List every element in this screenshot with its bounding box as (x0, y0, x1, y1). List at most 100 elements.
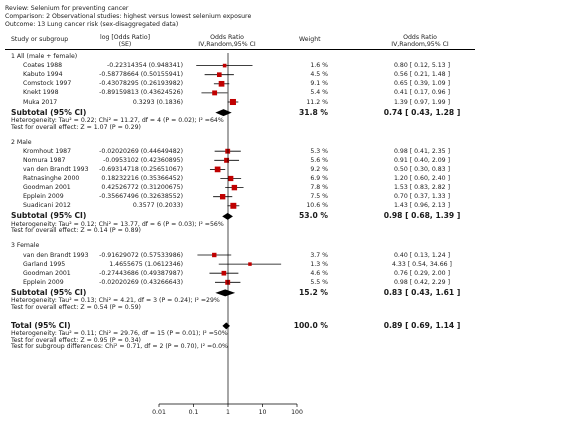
study-name: van den Brandt 1993 (23, 251, 89, 259)
study-weight: 5.5 % (310, 278, 328, 286)
effect-marker (224, 157, 230, 163)
study-logor-se: -0.27443686 (0.49387987) (99, 269, 183, 277)
col-header-weight: Weight (299, 36, 321, 43)
overall-effect-text: Test for overall effect: Z = 1.07 (P = 0… (11, 123, 141, 131)
col-header-or2: Odds Ratio (403, 34, 437, 41)
study-name: Comstock 1997 (23, 80, 72, 88)
subtotal-weight: 15.2 % (299, 287, 328, 297)
x-tick-label: 100 (291, 409, 303, 416)
effect-marker (231, 184, 238, 191)
study-weight: 4.6 % (310, 269, 328, 277)
heterogeneity-text: Heterogeneity: Tau² = 0.22; Chi² = 11.27… (11, 117, 224, 125)
study-logor-se: 0.18232216 (0.35366452) (101, 175, 183, 182)
study-name: Coates 1988 (23, 62, 63, 70)
col-header-study: Study or subgroup (11, 36, 69, 43)
study-weight: 7.8 % (310, 184, 328, 192)
study-or-ci: 0.80 [ 0.12, 5.13 ] (394, 62, 450, 70)
effect-marker (214, 166, 221, 173)
study-name: van den Brandt 1993 (23, 165, 89, 173)
study-or-ci: 1.39 [ 0.97, 1.99 ] (394, 98, 450, 106)
study-or-ci: 1.53 [ 0.83, 2.82 ] (394, 184, 450, 192)
study-weight: 3.7 % (310, 251, 328, 259)
study-or-ci: 0.76 [ 0.29, 2.00 ] (394, 269, 450, 277)
subgroup-differences-text: Test for subgroup differences: Chi² = 0.… (11, 343, 228, 351)
col-header-or: Odds Ratio (210, 34, 244, 41)
study-logor-se: 0.3293 (0.1836) (132, 98, 183, 106)
study-weight: 5.4 % (310, 89, 328, 97)
study-or-ci: 0.50 [ 0.30, 0.83 ] (394, 165, 450, 173)
effect-marker (216, 72, 222, 78)
col-header-or-method: IV,Random,95% CI (198, 41, 256, 48)
study-logor-se: -0.02020269 (0.44649482) (99, 147, 183, 155)
subgroup-title: 2 Male (11, 138, 32, 146)
study-or-ci: 4.33 [ 0.54, 34.66 ] (392, 260, 452, 268)
study-or-ci: 0.41 [ 0.17, 0.96 ] (394, 89, 450, 97)
subtotal-diamond (222, 212, 233, 220)
study-logor-se: 1.4655675 (1.0612346) (109, 260, 183, 268)
study-name: Knekt 1998 (23, 89, 59, 97)
col-header-or2-method: IV,Random,95% CI (391, 41, 449, 48)
study-logor-se: -0.58778664 (0.50155941) (99, 71, 183, 79)
study-or-ci: 1.43 [ 0.96, 2.13 ] (394, 202, 450, 210)
study-logor-se: -0.22314354 (0.948341) (107, 62, 183, 70)
effect-marker (218, 80, 225, 87)
subgroup-title: 3 Female (11, 242, 40, 250)
study-logor-se: 0.3577 (0.2033) (132, 202, 183, 210)
x-tick-label: 10 (259, 409, 267, 416)
study-logor-se: -0.69314718 (0.25651067) (99, 165, 183, 173)
study-name: Epplein 2009 (23, 278, 64, 286)
subtotal-or-ci: 0.83 [ 0.43, 1.61 ] (383, 287, 461, 297)
subtotal-weight: 31.8 % (299, 107, 328, 117)
effect-marker (222, 63, 227, 68)
study-or-ci: 0.56 [ 0.21, 1.48 ] (394, 71, 450, 79)
study-or-ci: 0.98 [ 0.42, 2.29 ] (394, 278, 450, 286)
study-logor-se: -0.02020269 (0.43266643) (99, 278, 183, 286)
study-or-ci: 1.20 [ 0.60, 2.40 ] (394, 175, 450, 182)
study-logor-se: 0.42526772 (0.31200675) (101, 184, 183, 192)
effect-marker (219, 194, 226, 200)
subgroup-title: 1 All (male + female) (11, 53, 78, 60)
subtotal-label: Subtotal (95% CI) (11, 107, 87, 117)
total-overall-effect-text: Test for overall effect: Z = 0.95 (P = 0… (11, 336, 141, 344)
total-heterogeneity-text: Heterogeneity: Tau² = 0.11; Chi² = 29.76… (11, 330, 228, 338)
study-weight: 4.5 % (310, 71, 328, 79)
effect-marker (228, 175, 234, 182)
x-tick-label: 0.01 (152, 409, 166, 416)
effect-marker (212, 252, 217, 258)
subtotal-or-ci: 0.74 [ 0.43, 1.28 ] (383, 107, 461, 117)
study-logor-se: -0.89159813 (0.43624526) (99, 89, 183, 97)
overall-effect-text: Test for overall effect: Z = 0.14 (P = 0… (11, 227, 141, 235)
col-header-logor: log [Odds Ratio] (99, 34, 151, 41)
study-or-ci: 0.70 [ 0.37, 1.33 ] (394, 193, 450, 201)
total-label: Total (95% CI) (11, 320, 71, 330)
heterogeneity-text: Heterogeneity: Tau² = 0.12; Chi² = 13.77… (11, 220, 224, 228)
x-tick-label: 1 (226, 409, 230, 416)
subtotal-label: Subtotal (95% CI) (11, 211, 87, 221)
heterogeneity-text: Heterogeneity: Tau² = 0.13; Chi² = 4.21,… (11, 297, 220, 305)
study-weight: 5.6 % (310, 156, 328, 164)
subtotal-diamond (215, 289, 236, 297)
study-weight: 10.6 % (306, 202, 328, 210)
study-or-ci: 0.98 [ 0.41, 2.35 ] (394, 147, 450, 155)
study-or-ci: 0.65 [ 0.39, 1.09 ] (394, 80, 450, 88)
study-name: Kromhout 1987 (23, 147, 72, 155)
study-name: Ratnasinghe 2000 (23, 175, 80, 182)
study-logor-se: -0.0953102 (0.42360895) (103, 156, 183, 164)
total-or-ci: 0.89 [ 0.69, 1.14 ] (383, 320, 461, 330)
study-logor-se: -0.43078295 (0.26193982) (99, 80, 183, 88)
review-title: Review: Selenium for preventing cancer (5, 5, 129, 12)
effect-marker (212, 90, 218, 96)
study-name: Kabuto 1994 (23, 71, 63, 79)
x-tick-label: 0.1 (189, 409, 199, 416)
study-name: Muka 2017 (23, 98, 58, 106)
outcome-title: Outcome: 13 Lung cancer risk (sex-disagg… (5, 21, 179, 28)
subtotal-label: Subtotal (95% CI) (11, 287, 87, 297)
total-weight: 100.0 % (293, 320, 328, 330)
study-name: Goodman 2001 (23, 184, 71, 192)
study-weight: 7.5 % (310, 193, 328, 201)
study-or-ci: 0.91 [ 0.40, 2.09 ] (394, 156, 450, 164)
header-divider (5, 49, 475, 50)
subtotal-weight: 53.0 % (299, 211, 328, 221)
subtotal-diamond (215, 109, 232, 117)
